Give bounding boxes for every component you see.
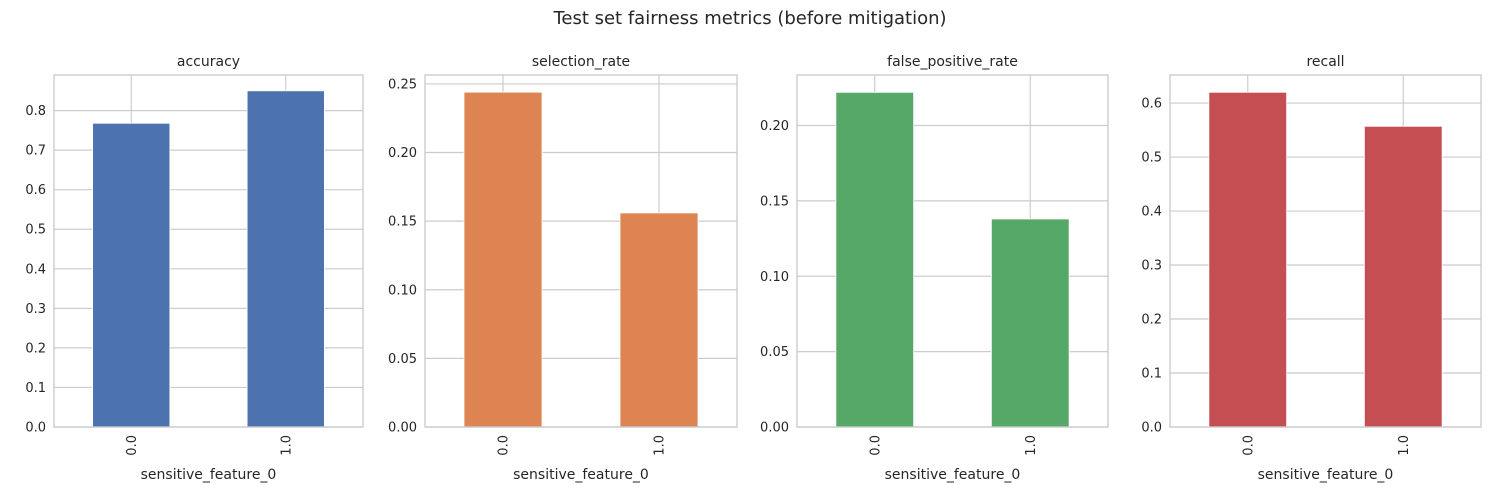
panel-title: selection_rate: [532, 54, 630, 70]
y-tick-label: 0.15: [760, 194, 789, 209]
y-tick-label: 0.20: [388, 146, 417, 161]
bar-1.0: [1363, 125, 1443, 428]
panel-title: accuracy: [177, 54, 240, 70]
x-axis-label: sensitive_feature_0: [885, 467, 1021, 483]
x-tick-label: 0.0: [868, 435, 883, 456]
x-axis-label: sensitive_feature_0: [1258, 467, 1394, 483]
x-tick-label: 1.0: [1024, 435, 1039, 456]
panel-recall: 0.0 0.1 0.2 0.3 0.4 0.5 0.6 0.0 1.0 recall sensiti…: [1141, 54, 1482, 483]
y-tick-label: 0.3: [25, 302, 46, 317]
y-tick-label: 0.00: [760, 421, 789, 436]
y-tick-label: 0.4: [25, 262, 46, 277]
y-tick-label: 0.00: [388, 421, 417, 436]
y-tick-label: 0.10: [388, 283, 417, 298]
y-tick-label: 0.1: [1141, 367, 1162, 382]
y-tick-label: 0.05: [388, 352, 417, 367]
y-tick-label: 0.1: [25, 381, 46, 396]
y-tick-label: 0.3: [1141, 259, 1162, 274]
x-tick-label: 1.0: [653, 435, 668, 456]
y-tick-label: 0.0: [1141, 421, 1162, 436]
y-tick-label: 0.15: [388, 215, 417, 230]
y-tick-label: 0.6: [1141, 97, 1162, 112]
bar-1.0: [619, 212, 699, 428]
axes-frame: [53, 74, 364, 428]
x-tick-label: 1.0: [1397, 435, 1412, 456]
x-tick-label: 0.0: [125, 435, 140, 456]
figure-title: Test set fairness metrics (before mitiga…: [552, 8, 946, 29]
x-axis-label: sensitive_feature_0: [513, 467, 649, 483]
y-tick-label: 0.10: [760, 270, 789, 285]
y-tick-label: 0.2: [25, 341, 46, 356]
y-tick-label: 0.7: [25, 144, 46, 159]
panel-accuracy: 0.0 0.1 0.2 0.3 0.4 0.5 0.6 0.7 0.8 0.0 1.0 accurac…: [25, 54, 364, 483]
axes-frame: [424, 74, 738, 428]
y-tick-label: 0.8: [25, 104, 46, 119]
bar-0.0: [1208, 91, 1288, 428]
y-tick-label: 0.5: [1141, 151, 1162, 166]
x-tick-label: 0.0: [1241, 435, 1256, 456]
y-tick-label: 0.2: [1141, 313, 1162, 328]
y-tick-label: 0.5: [25, 223, 46, 238]
panel-selection_rate: 0.00 0.05 0.10 0.15 0.20 0.25 0.0 1.0 selection_…: [388, 54, 738, 483]
panel-title: false_positive_rate: [887, 54, 1018, 70]
x-tick-label: 1.0: [279, 435, 294, 456]
bar-1.0: [246, 90, 325, 428]
y-tick-label: 0.05: [760, 345, 789, 360]
x-tick-label: 0.0: [497, 435, 512, 456]
y-tick-label: 0.6: [25, 183, 46, 198]
bar-0.0: [835, 91, 915, 428]
panel-false_positive_rate: 0.00 0.05 0.10 0.15 0.20 0.0 1.0 false_positive…: [760, 54, 1109, 483]
panel-title: recall: [1306, 54, 1344, 70]
bar-1.0: [990, 218, 1070, 428]
y-tick-label: 0.4: [1141, 205, 1162, 220]
x-axis-label: sensitive_feature_0: [141, 467, 277, 483]
y-tick-label: 0.20: [760, 119, 789, 134]
axes-frame: [796, 74, 1109, 428]
y-tick-label: 0.25: [388, 77, 417, 92]
bar-0.0: [463, 91, 543, 428]
bar-0.0: [92, 122, 171, 428]
y-tick-label: 0.0: [25, 421, 46, 436]
axes-frame: [1169, 74, 1482, 428]
